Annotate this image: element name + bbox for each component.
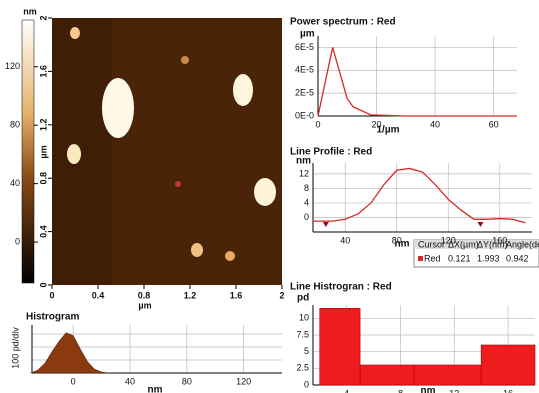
y-tick-label: 0.4 — [38, 225, 48, 238]
table-cell: 1.993 — [477, 253, 500, 263]
bar — [319, 308, 361, 386]
y-tick-label: 0 — [38, 282, 48, 287]
x-axis-label: 1/µm — [377, 125, 400, 136]
legend-swatch — [418, 256, 423, 261]
y-unit: nm — [296, 156, 311, 167]
bar — [359, 364, 415, 386]
y-tick-label: 12 — [299, 168, 309, 178]
y-tick-label: 0E-0 — [295, 110, 314, 120]
chart-title: Line Histrogran : Red — [290, 282, 392, 293]
y-tick-label: 1.2 — [38, 119, 48, 132]
y-tick-label: 4 — [304, 197, 309, 207]
x-tick-label: 80 — [182, 376, 192, 386]
x-axis-label: nm — [148, 385, 163, 393]
y-axis-label: 100 pd/div — [10, 327, 20, 369]
x-tick-label: 8 — [398, 388, 403, 393]
x-tick-label: 40 — [340, 235, 350, 245]
cursor — [322, 222, 329, 227]
bar — [413, 364, 482, 386]
x-tick-label: 1.2 — [184, 290, 197, 300]
y-tick-label: 1.6 — [38, 65, 48, 78]
afm-image — [52, 18, 282, 285]
colorbar-tick-label: 80 — [10, 120, 20, 130]
table-header: Angle(deg) — [506, 239, 539, 249]
y-tick-label: 4E-5 — [295, 65, 314, 75]
x-tick-label: 40 — [430, 119, 440, 129]
y-tick-label: 2 — [38, 15, 48, 20]
table-header: ΔX(µm) — [448, 239, 479, 249]
x-tick-label: 12 — [449, 388, 459, 393]
y-tick-label: 2E-5 — [295, 88, 314, 98]
x-tick-label: 80 — [392, 235, 402, 245]
bar — [480, 344, 536, 386]
area — [30, 332, 109, 374]
y-unit: pd — [297, 293, 309, 304]
x-tick-label: 0.8 — [138, 290, 151, 300]
y-tick-label: 7.5 — [296, 329, 309, 339]
x-tick-label: 0 — [49, 290, 54, 300]
x-tick-label: 16 — [503, 388, 513, 393]
y-tick-label: 10 — [299, 313, 309, 323]
x-axis-label: nm — [421, 386, 436, 393]
x-tick-label: 0 — [71, 376, 76, 386]
y-tick-label: 8 — [304, 183, 309, 193]
x-tick-label: 2 — [279, 290, 284, 300]
x-tick-label: 1.6 — [230, 290, 243, 300]
table-cell: 0.121 — [448, 253, 471, 263]
y-tick-label: 0 — [304, 212, 309, 222]
table-header: ΔY(nm) — [477, 239, 508, 249]
y-tick-label: 2.5 — [296, 363, 309, 373]
colorbar-label: nm — [23, 6, 37, 16]
y-tick-label: 0.8 — [38, 172, 48, 185]
chart-title: Line Profile : Red — [290, 147, 372, 158]
y-axis-label: µm — [38, 145, 48, 158]
table-cell: Red — [424, 253, 441, 263]
chart-title: Power spectrum : Red — [290, 17, 396, 28]
x-tick-label: 60 — [489, 119, 499, 129]
x-tick-label: 0 — [315, 119, 320, 129]
x-tick-label: 0.4 — [92, 290, 105, 300]
cursor — [477, 222, 484, 227]
x-tick-label: 40 — [125, 376, 135, 386]
x-axis-label: nm — [395, 239, 410, 250]
x-tick-label: 120 — [441, 235, 456, 245]
line — [313, 167, 526, 224]
y-tick-label: 0 — [304, 379, 309, 389]
table-header: Cursor — [418, 239, 445, 249]
line — [317, 47, 517, 117]
colorbar-tick-label: 40 — [10, 178, 20, 188]
y-tick-label: 5 — [304, 346, 309, 356]
y-unit: µm — [300, 29, 315, 40]
colorbar-tick-label: 120 — [5, 61, 20, 71]
table-cell: 0.942 — [506, 253, 529, 263]
colorbar — [21, 19, 35, 284]
table-header-bg — [414, 240, 539, 249]
colorbar-tick-label: 0 — [15, 236, 20, 246]
chart-title: Histrogram — [26, 312, 79, 323]
x-tick-label: 120 — [236, 376, 251, 386]
y-tick-label: 6E-5 — [295, 42, 314, 52]
x-axis-label: µm — [138, 300, 151, 310]
x-tick-label: 4 — [344, 388, 349, 393]
x-tick-label: 20 — [372, 119, 382, 129]
x-tick-label: 160 — [492, 235, 507, 245]
